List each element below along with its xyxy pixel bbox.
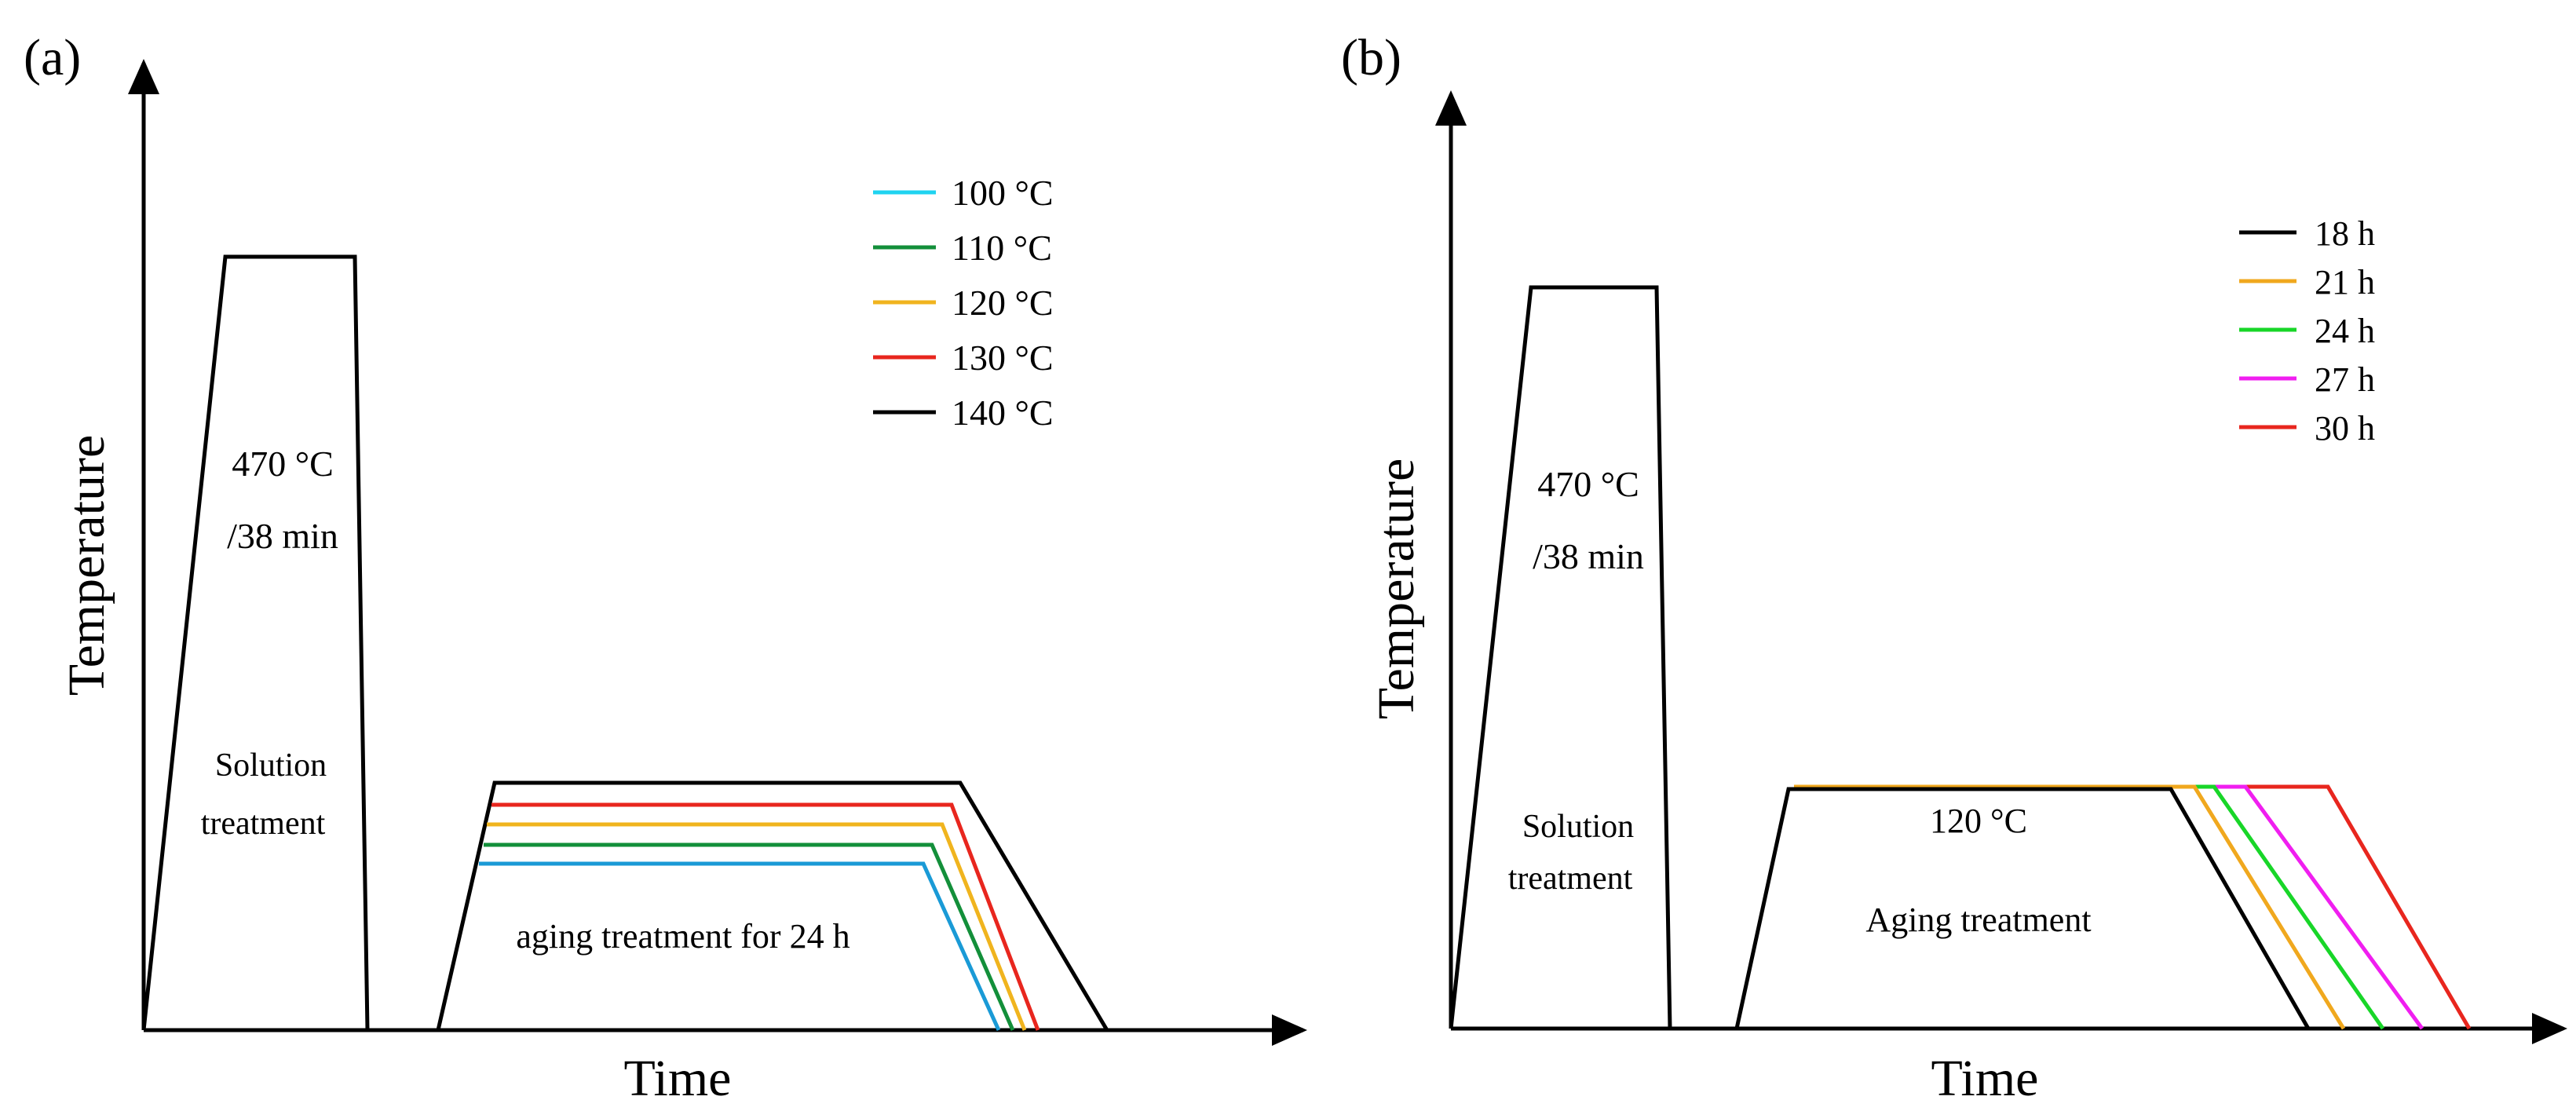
panel-b-aging-curve-2 [1794, 784, 2346, 1030]
panel-a-y-axis-label: Temperature [58, 435, 115, 696]
panel-b-legend-label: 30 h [2315, 409, 2375, 448]
panel-a-legend-label: 140 °C [952, 393, 1054, 433]
panel-b-legend-label: 21 h [2315, 263, 2375, 302]
panel-a-aging-curve-3 [487, 822, 1027, 1031]
panel-b-aging-curves [1734, 784, 2472, 1030]
panel-a-legend-label: 110 °C [952, 228, 1052, 268]
panel-a-legend-label: 130 °C [952, 338, 1054, 378]
panel-a-solution-curve [141, 254, 370, 1031]
panel-a-solution-name-line2: treatment [201, 806, 326, 842]
panel-b-solution-temp: 470 °C [1537, 464, 1639, 504]
panel-a-solution-duration: /38 min [227, 516, 338, 556]
panel-b-legend-label: 18 h [2315, 214, 2375, 253]
panel-b-x-axis-label: Time [1931, 1050, 2039, 1107]
panel-b-legend-label: 24 h [2315, 312, 2375, 350]
panel-a-solution-temp: 470 °C [232, 444, 334, 484]
panel-b-legend-label: 27 h [2315, 360, 2375, 399]
panel-b-solution-name-line1: Solution [1522, 809, 1634, 845]
panel-a-aging-curve-1 [479, 861, 1001, 1032]
panel-b-solution-name-line2: treatment [1508, 861, 1633, 897]
panel-a-legend: 100 °C 110 °C 120 °C 130 °C 140 °C [873, 173, 1054, 433]
panel-a-legend-label: 100 °C [952, 173, 1054, 213]
panel-b-y-axis-label: Temperature [1368, 459, 1425, 720]
panel-a: (a) Temperature Time 470 °C /38 min Solu… [24, 29, 1307, 1107]
panel-a-aging-label: aging treatment for 24 h [516, 917, 850, 956]
panel-a-aging-curve-2 [484, 842, 1015, 1032]
panel-b-legend: 18 h 21 h 24 h 27 h 30 h [2239, 214, 2375, 448]
panel-b-solution-duration: /38 min [1533, 536, 1644, 576]
panel-b-aging-label: Aging treatment [1865, 901, 2091, 939]
panel-b-solution-curve [1449, 285, 1672, 1029]
panel-a-aging-curve-4 [491, 802, 1040, 1031]
panel-a-legend-label: 120 °C [952, 283, 1054, 323]
panel-b-tag: (b) [1341, 29, 1401, 86]
panel-a-aging-curves [436, 780, 1109, 1032]
panel-b-aging-curve-1 [1734, 787, 2311, 1030]
panel-a-solution-name-line1: Solution [215, 747, 327, 784]
panel-a-tag: (a) [24, 29, 81, 86]
panel-b: (b) Temperature Time 470 °C /38 min Solu… [1341, 29, 2567, 1107]
panel-a-x-axis-label: Time [624, 1050, 732, 1107]
panel-b-aging-temp: 120 °C [1930, 802, 2027, 840]
panel-a-aging-curve-5 [436, 780, 1109, 1032]
